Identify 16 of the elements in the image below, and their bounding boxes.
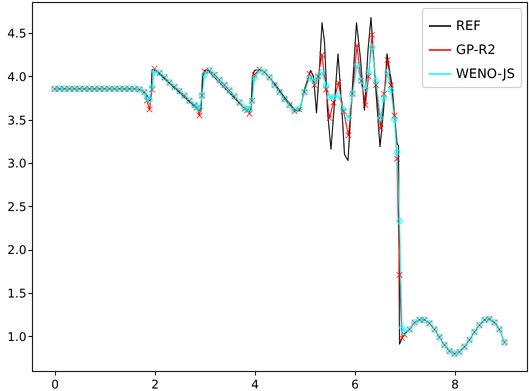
y-tick-label: 2.5 (7, 200, 26, 214)
y-tick-label: 3.0 (7, 156, 26, 171)
x-tick-label: 4 (251, 378, 259, 391)
legend-label: GP-R2 (456, 43, 496, 58)
y-tick-label: 4.5 (7, 26, 26, 41)
y-tick-label: 2.0 (7, 243, 26, 258)
legend-label: WENO-JS (456, 67, 515, 82)
x-tick-label: 6 (351, 378, 359, 391)
x-tick-label: 2 (151, 378, 159, 391)
x-tick-label: 8 (451, 378, 459, 391)
y-tick-label: 4.0 (7, 70, 26, 84)
y-tick-label: 3.5 (7, 113, 26, 128)
y-tick-label: 1.0 (7, 330, 26, 344)
x-tick-label: 0 (51, 378, 59, 391)
legend-label: REF (456, 19, 481, 34)
y-tick-label: 1.5 (7, 286, 26, 301)
